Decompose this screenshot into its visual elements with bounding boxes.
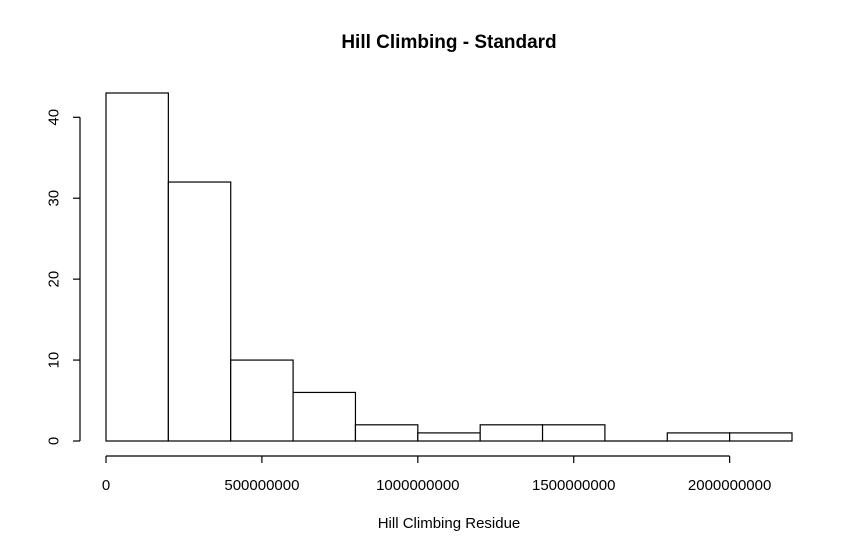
histogram-bar-4 <box>354 424 419 442</box>
histogram-bar-2 <box>230 359 294 442</box>
x-tick-label: 1500000000 <box>532 477 615 494</box>
y-tick-label: 20 <box>46 271 63 288</box>
x-tick-label: 500000000 <box>224 477 299 494</box>
x-tick-label: 2000000000 <box>688 477 771 494</box>
bars-group <box>105 92 793 442</box>
histogram-bar-9 <box>666 432 731 442</box>
y-axis: 0 10 20 30 40 <box>46 109 81 445</box>
x-axis-label: Hill Climbing Residue <box>378 515 521 532</box>
histogram-bar-5 <box>417 432 481 442</box>
histogram-bar-1 <box>167 181 232 442</box>
y-tick-label: 40 <box>46 109 63 126</box>
y-tick-label: 30 <box>46 190 63 207</box>
histogram-bar-3 <box>292 391 357 442</box>
y-tick-label: 10 <box>46 352 63 369</box>
histogram-bar-6 <box>479 424 544 442</box>
x-axis: 0 500000000 1000000000 1500000000 2000000000 <box>102 455 771 494</box>
x-tick-label: 0 <box>102 477 110 494</box>
histogram-bar-10 <box>729 432 793 442</box>
histogram-bar-7 <box>541 424 606 442</box>
histogram-bar-0 <box>105 92 169 442</box>
chart-title: Hill Climbing - Standard <box>341 32 556 53</box>
x-tick-label: 1000000000 <box>376 477 459 494</box>
y-tick-label: 0 <box>46 437 63 445</box>
